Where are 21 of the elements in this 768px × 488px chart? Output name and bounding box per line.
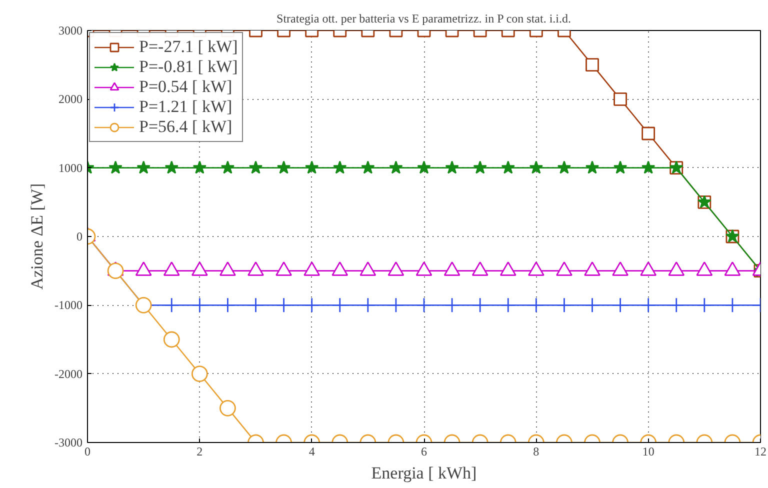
x-axis-title: Energia [ kWh] <box>371 464 477 482</box>
x-tick-label: 6 <box>421 444 427 458</box>
y-axis-title: Azione ΔE [W] <box>28 183 47 290</box>
x-tick-label: 4 <box>308 444 315 458</box>
legend-label: P=-0.81 [ kW] <box>139 57 238 77</box>
legend-label: P=0.54 [ kW] <box>139 77 232 97</box>
y-tick-label: 2000 <box>58 92 82 106</box>
x-tick-label: 10 <box>642 444 654 458</box>
legend-label: P=56.4 [ kW] <box>139 117 232 137</box>
y-tick-label: -2000 <box>54 366 83 381</box>
x-tick-label: 8 <box>533 444 540 458</box>
y-tick-label: -3000 <box>54 436 83 450</box>
y-tick-label: 1000 <box>58 160 82 175</box>
x-tick-label: 12 <box>754 444 766 458</box>
y-tick-label: -1000 <box>54 298 83 312</box>
legend-label: P=1.21 [ kW] <box>139 97 232 117</box>
chart-title: Strategia ott. per batteria vs E parametrizz. in P con stat. i.i.d. <box>276 12 572 26</box>
x-tick-label: 2 <box>196 444 203 458</box>
y-tick-label: 0 <box>76 230 82 244</box>
y-tick-label: 3000 <box>58 24 82 38</box>
legend-label: P=-27.1 [ kW] <box>139 37 238 57</box>
